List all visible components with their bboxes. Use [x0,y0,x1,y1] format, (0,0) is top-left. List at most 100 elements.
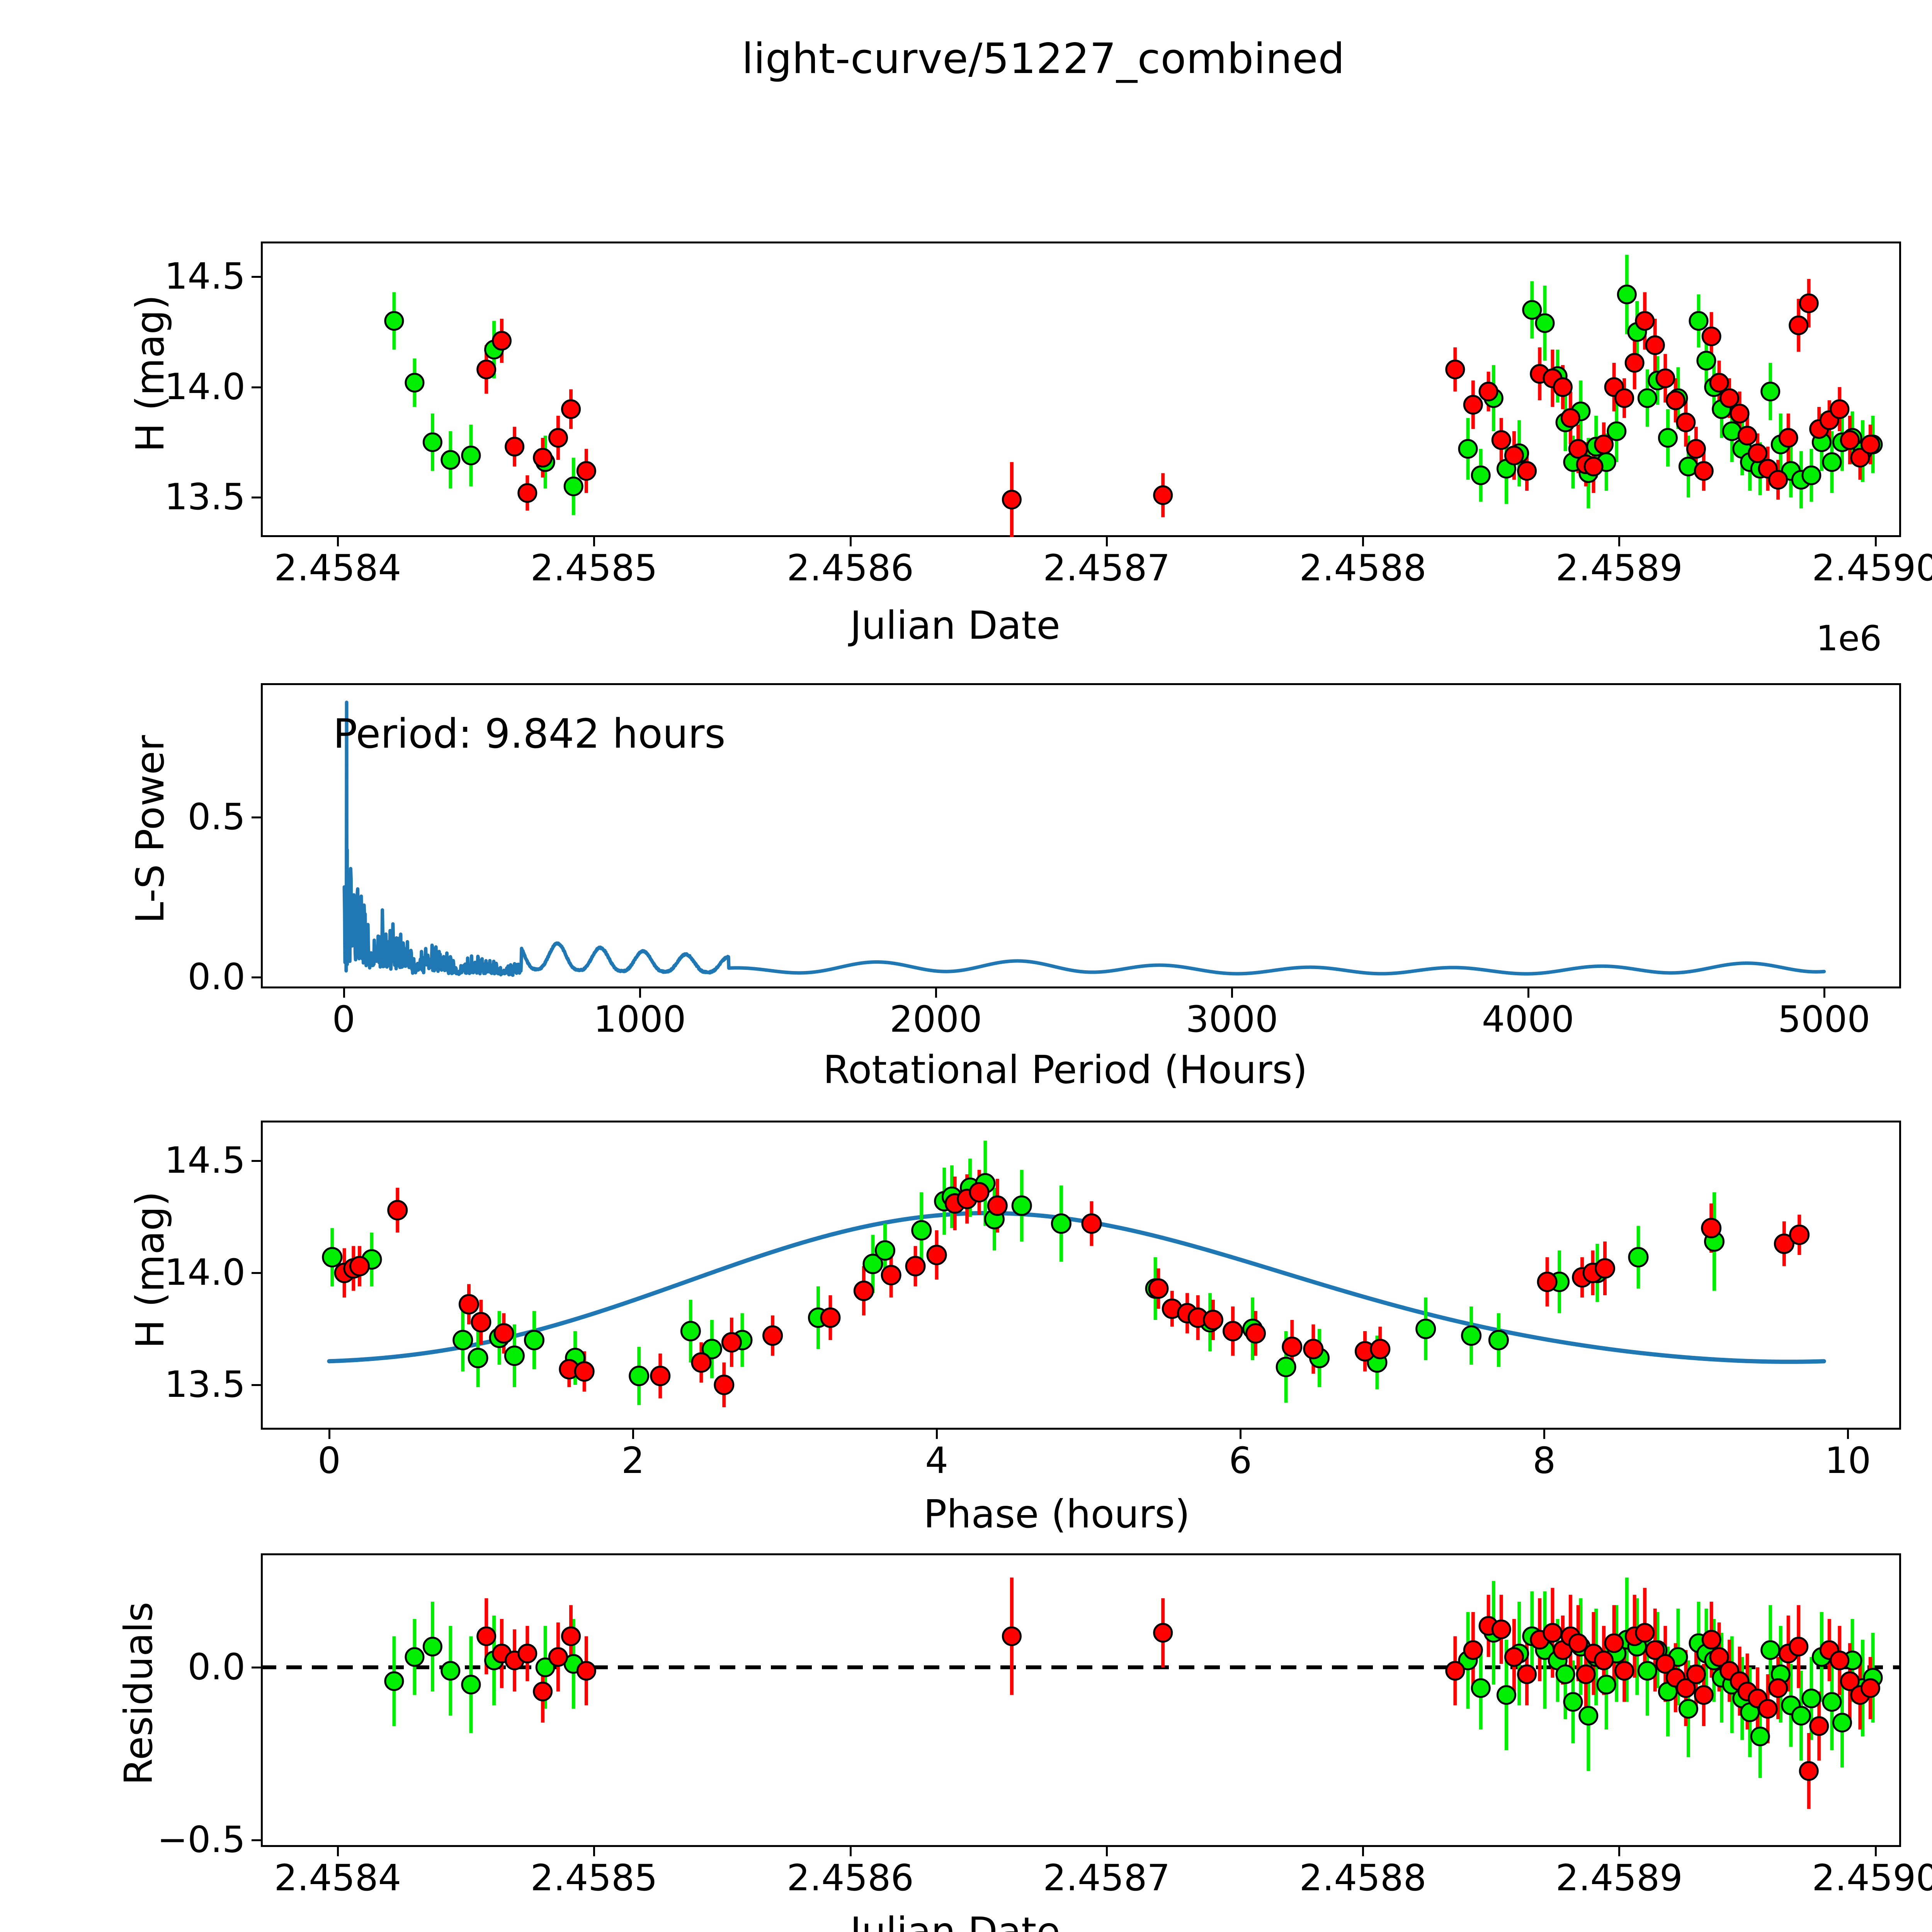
data-point [1860,1678,1880,1698]
x-tick-label: 2.4584 [274,1857,401,1899]
data-point [1604,1633,1624,1653]
data-point [476,359,497,379]
x-tick-mark [849,1847,852,1856]
panel-frame [261,1121,1901,1430]
data-point [349,1256,370,1277]
data-point [322,1247,343,1268]
data-point [561,399,581,419]
data-point [1655,368,1675,388]
data-point [440,1661,461,1681]
x-tick-mark [1240,1430,1242,1439]
data-point [1635,1623,1655,1643]
x-tick-mark [1362,537,1364,546]
data-point [874,1240,895,1261]
data-point [1686,439,1706,459]
data-point [1655,1654,1675,1674]
data-point [1624,353,1645,373]
data-point [1614,388,1634,408]
data-point [563,476,583,497]
light-curve-xlabel: Julian Date [850,603,1060,648]
data-point [576,461,596,481]
data-point [1778,428,1798,448]
x-tick-label: 2 [621,1440,645,1482]
series-band_b [330,1141,1716,1405]
data-point [1840,1671,1860,1691]
data-point [1568,1633,1588,1653]
x-tick-mark [632,1430,634,1439]
data-point [1758,1699,1778,1719]
data-point [853,1281,874,1301]
x-tick-label: 2.4587 [1043,1857,1170,1899]
data-point [969,1182,990,1203]
data-point [1461,1325,1482,1346]
data-point [1471,465,1491,485]
x-tick-mark [328,1430,330,1439]
period-annotation: Period: 9.842 hours [333,710,726,757]
data-point [1789,315,1809,335]
data-point [1665,390,1685,410]
data-point [1535,313,1555,333]
sinusoid-fit-line [327,1211,1826,1364]
data-point [1701,326,1721,346]
residuals-offset-text: 1e6 [1816,1926,1882,1932]
x-tick-label: 3000 [1185,998,1278,1041]
x-tick-mark [1362,1847,1364,1856]
data-point [1445,1661,1465,1681]
y-tick-label: 14.5 [164,255,245,298]
data-point [1478,381,1498,401]
series-band_a [485,279,1872,537]
residuals-xlabel: Julian Date [850,1909,1060,1932]
y-tick-mark [252,276,261,278]
residuals-plot-area [261,1577,1901,1809]
data-point [517,1643,537,1663]
x-tick-mark [337,1847,339,1856]
data-point [468,1347,488,1368]
x-tick-label: 2.4585 [530,547,658,589]
data-point [1488,1330,1509,1350]
x-tick-label: 2.4585 [530,1857,658,1899]
data-point [1750,1726,1770,1747]
phase-folded-plot-area [322,1141,1826,1408]
data-point [987,1195,1008,1216]
data-point [405,372,425,393]
y-tick-mark [252,976,261,979]
data-point [1497,1685,1517,1705]
x-tick-mark [1823,988,1825,998]
y-tick-mark [252,1384,261,1386]
data-point [1002,1626,1022,1646]
data-point [1694,461,1714,481]
x-tick-label: 2.4590 [1812,547,1932,589]
y-tick-mark [252,1839,261,1842]
data-point [1517,1664,1537,1684]
data-point [517,483,537,503]
data-point [493,1323,514,1344]
data-point [1701,1218,1722,1238]
data-point [701,1338,722,1359]
data-point [1840,430,1860,450]
x-tick-mark [593,537,595,546]
markers-band_a [476,293,1880,510]
y-tick-mark [252,497,261,499]
data-point [1791,1706,1811,1726]
data-point [1555,1664,1575,1684]
data-point [1686,1664,1706,1684]
data-point [1595,1258,1616,1279]
x-tick-label: 8 [1532,1440,1556,1482]
data-point [492,331,512,351]
data-point [1748,443,1768,463]
data-point [1678,1699,1698,1719]
data-point [1282,1337,1303,1357]
data-point [1809,1716,1829,1736]
y-tick-mark [252,1667,261,1669]
data-point [1830,1650,1850,1670]
data-point [1850,447,1870,468]
y-tick-label: 14.5 [164,1139,245,1182]
x-tick-mark [337,537,339,546]
x-tick-label: 2.4584 [274,547,401,589]
x-tick-label: 2.4589 [1555,1857,1683,1899]
x-tick-mark [1618,537,1621,546]
data-point [721,1332,742,1353]
data-point [1822,1692,1842,1712]
data-point [1002,490,1022,510]
data-point [1245,1323,1266,1344]
